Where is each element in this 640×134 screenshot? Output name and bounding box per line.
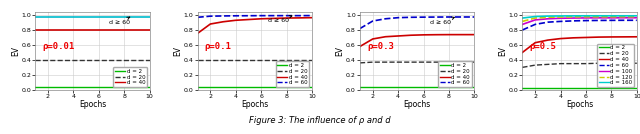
Text: ρ=0.1: ρ=0.1	[204, 42, 231, 51]
X-axis label: Epochs: Epochs	[241, 100, 268, 109]
Y-axis label: EV: EV	[173, 46, 182, 56]
X-axis label: Epochs: Epochs	[79, 100, 106, 109]
Y-axis label: EV: EV	[498, 46, 507, 56]
Legend: d = 2, d = 20, d = 40: d = 2, d = 20, d = 40	[113, 67, 147, 87]
Legend: d = 2, d = 20, d = 40, d = 60: d = 2, d = 20, d = 40, d = 60	[438, 61, 472, 87]
Text: ρ=0.01: ρ=0.01	[42, 42, 74, 51]
Text: Figure 3: The influence of ρ and d: Figure 3: The influence of ρ and d	[249, 116, 391, 125]
Text: d ≥ 60: d ≥ 60	[268, 15, 292, 23]
Legend: d = 2, d = 20, d = 40, d = 60, d = 100, d = 120, d = 160: d = 2, d = 20, d = 40, d = 60, d = 100, …	[597, 44, 634, 87]
X-axis label: Epochs: Epochs	[566, 100, 593, 109]
Y-axis label: EV: EV	[11, 46, 20, 56]
X-axis label: Epochs: Epochs	[404, 100, 431, 109]
Text: ρ=0.5: ρ=0.5	[529, 42, 556, 51]
Legend: d = 2, d = 20, d = 40, d = 60: d = 2, d = 20, d = 40, d = 60	[276, 61, 309, 87]
Text: d ≥ 60: d ≥ 60	[109, 17, 130, 25]
Text: d ≥ 60: d ≥ 60	[430, 17, 454, 25]
Text: ρ=0.3: ρ=0.3	[367, 42, 394, 51]
Y-axis label: EV: EV	[335, 46, 344, 56]
